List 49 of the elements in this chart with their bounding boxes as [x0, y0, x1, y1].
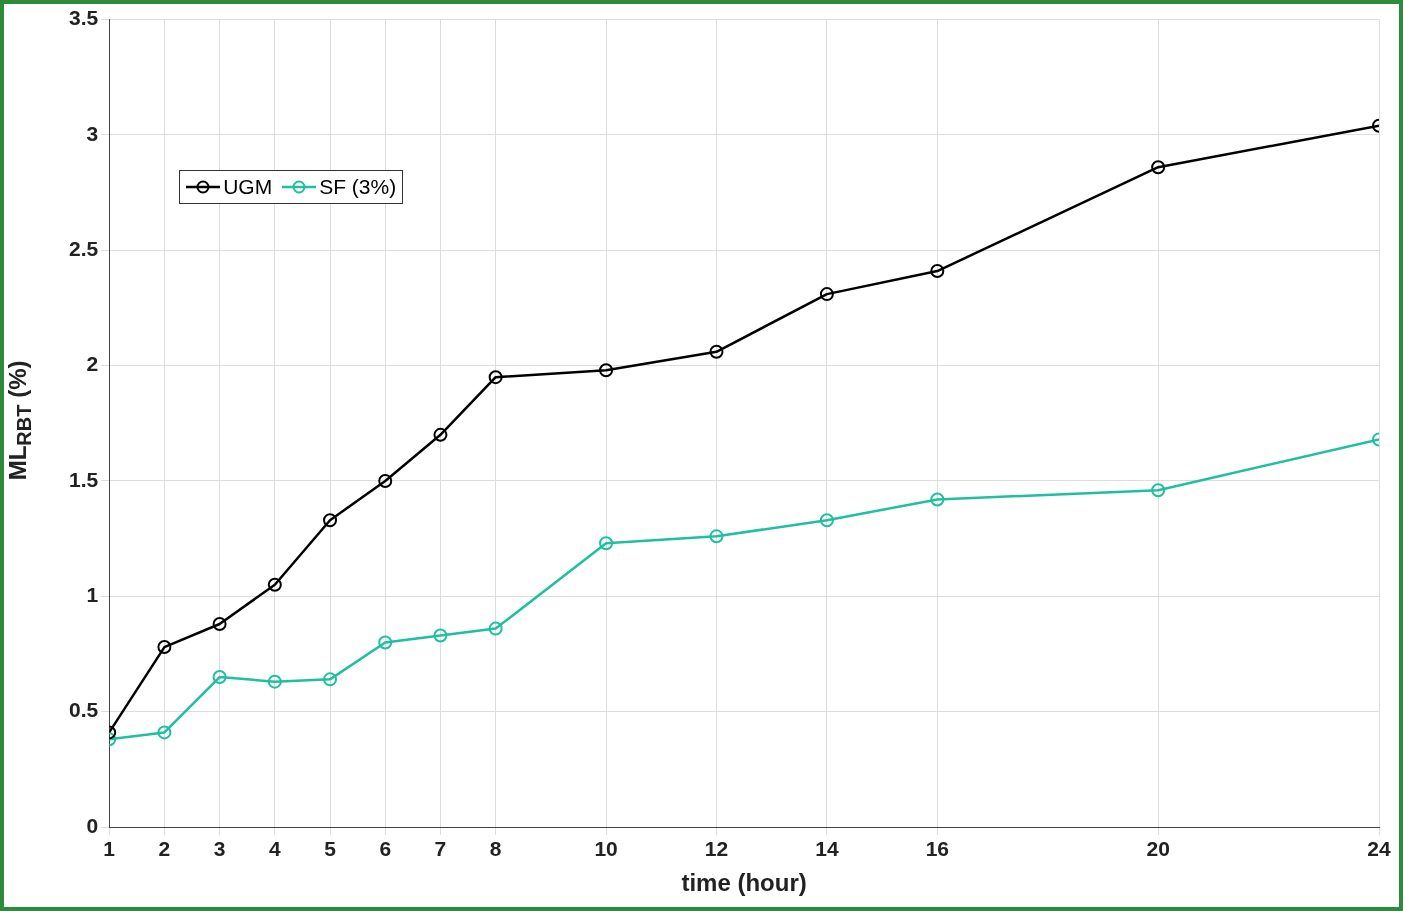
x-tick-label: 16	[925, 837, 950, 861]
point	[709, 529, 724, 544]
point	[433, 427, 448, 442]
point	[323, 672, 338, 687]
y-tick-label: 2	[86, 352, 99, 376]
x-tick-label: 2	[158, 837, 171, 861]
point	[819, 513, 834, 528]
x-tick-label: 24	[1367, 837, 1391, 861]
x-tick-label: 5	[324, 837, 337, 861]
x-tick-label: 6	[379, 837, 392, 861]
x-tick-label: 14	[815, 837, 839, 861]
point	[1151, 483, 1166, 498]
x-tick-label: 20	[1146, 837, 1170, 861]
y-tick-label: 3.5	[68, 6, 99, 30]
point	[599, 363, 614, 378]
point	[212, 670, 227, 685]
point	[819, 287, 834, 302]
point	[378, 473, 393, 488]
point	[267, 674, 282, 689]
point	[378, 635, 393, 650]
point	[157, 725, 172, 740]
y-tick-label: 1.5	[68, 467, 99, 491]
legend-label: SF (3%)	[319, 174, 397, 199]
x-tick-label: 4	[268, 837, 281, 861]
legend-label: UGM	[223, 174, 273, 199]
point	[212, 617, 227, 631]
point	[930, 492, 945, 507]
x-tick-label: 3	[213, 837, 226, 861]
y-tick-label: 0.5	[68, 698, 99, 722]
x-tick-label: 12	[704, 837, 729, 861]
point	[157, 640, 172, 655]
point	[488, 621, 503, 636]
point	[267, 577, 282, 592]
point	[599, 536, 614, 551]
y-tick-label: 2.5	[68, 237, 99, 261]
point	[488, 370, 503, 385]
x-tick-label: 8	[489, 837, 502, 861]
x-tick-label: 1	[103, 837, 116, 861]
point	[930, 264, 945, 279]
point	[709, 344, 724, 359]
y-tick-label: 0	[86, 813, 99, 837]
x-tick-label: 10	[594, 837, 618, 861]
x-axis-title: time (hour)	[681, 869, 807, 897]
point	[1151, 160, 1166, 175]
y-tick-label: 3	[86, 121, 99, 145]
point	[323, 513, 338, 528]
x-tick-label: 7	[434, 837, 447, 861]
point	[433, 628, 448, 643]
y-tick-label: 1	[86, 583, 99, 607]
